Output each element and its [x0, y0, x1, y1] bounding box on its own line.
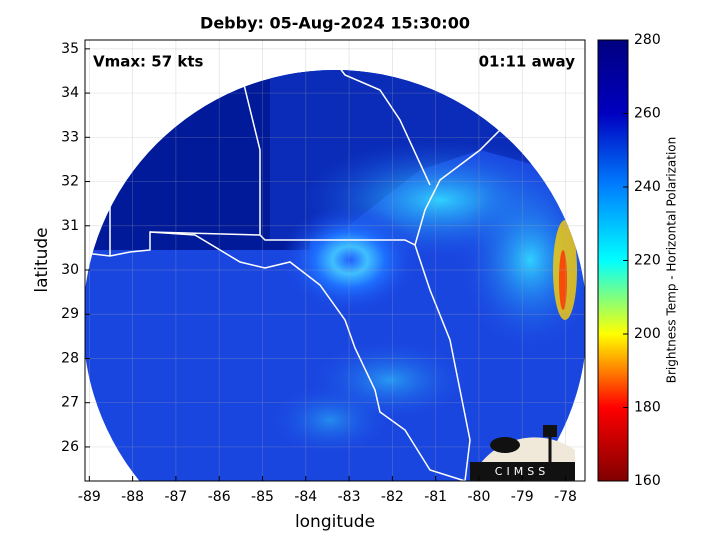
y-tick-label: 31 [61, 218, 79, 234]
colorbar-tick-label: 220 [634, 253, 661, 269]
colorbar-tick-label: 240 [634, 179, 661, 195]
image [85, 47, 585, 481]
annotation: Vmax: 57 kts [93, 53, 203, 71]
grid [85, 40, 585, 481]
x-tick-label: -80 [468, 489, 491, 505]
colorbar-tick-label: 200 [634, 326, 661, 342]
y-tick-label: 26 [61, 439, 79, 455]
y-axis-label: latitude [32, 227, 52, 292]
y-tick-label: 27 [61, 395, 79, 411]
colorbar-tick-label: 180 [634, 400, 661, 416]
y-tick-label: 35 [61, 41, 79, 57]
x-axis-label: longitude [295, 512, 375, 532]
y-tick-label: 34 [61, 85, 79, 101]
x-tick-label: -81 [424, 489, 447, 505]
y-tick-label: 29 [61, 306, 79, 322]
x-tick-label: -83 [338, 489, 361, 505]
y-tick-label: 28 [61, 350, 79, 366]
x-tick-label: -84 [294, 489, 317, 505]
colorbar-tick-label: 280 [634, 32, 661, 48]
x-tick-label: -79 [511, 489, 534, 505]
x-tick-label: -89 [78, 489, 101, 505]
y-tick-label: 32 [61, 174, 79, 190]
x-tick-label: -78 [554, 489, 577, 505]
colorbar-label: Brightness Temp - Horizontal Polarizatio… [665, 137, 679, 384]
x-tick-label: -88 [121, 489, 144, 505]
x-tick-label: -82 [381, 489, 404, 505]
chart-title: Debby: 05-Aug-2024 15:30:00 [200, 14, 470, 33]
colorbar-tick-label: 160 [634, 473, 661, 489]
axes-frame [84, 39, 586, 482]
y-tick-label: 33 [61, 129, 79, 145]
x-tick-label: -85 [251, 489, 274, 505]
logo: CIMSS [470, 425, 575, 481]
y-tick-label: 30 [61, 262, 79, 278]
x-tick-label: -87 [164, 489, 187, 505]
annotation: 01:11 away [479, 53, 576, 71]
colorbar-tick-label: 260 [634, 106, 661, 122]
logo-text: CIMSS [495, 465, 549, 478]
x-tick-label: -86 [208, 489, 231, 505]
